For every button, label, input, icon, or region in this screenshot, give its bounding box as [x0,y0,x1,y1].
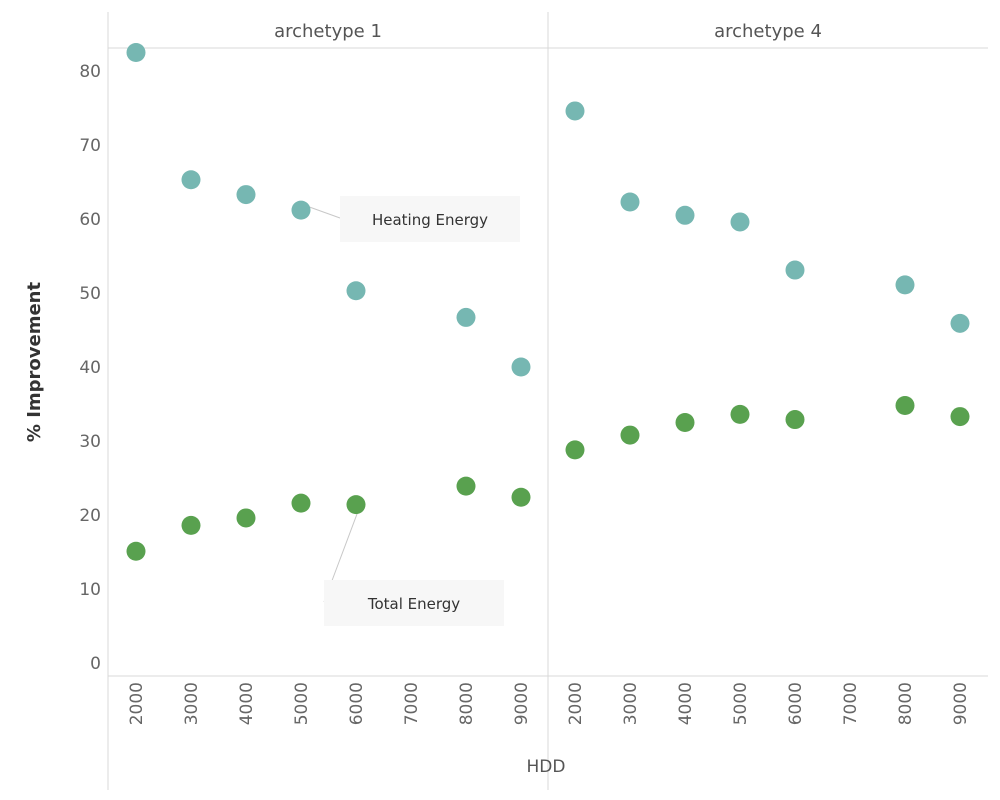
panel-title-archetype-4: archetype 4 [714,21,822,42]
annotation-leader-line [306,205,341,219]
total-energy-point [565,440,585,460]
annotation-box [324,580,504,626]
x-tick-label: 8000 [896,682,916,725]
x-tick-label: 2000 [127,682,147,725]
x-tick-label: 7000 [402,682,422,725]
x-tick-label: 6000 [786,682,806,725]
total-energy-point [511,487,531,507]
total-energy-point [785,410,805,430]
total-energy-point [346,495,366,515]
heating-energy-point [236,185,256,205]
y-tick-label: 0 [90,654,101,674]
heating-energy-point [456,307,476,327]
total-energy-point [456,476,476,496]
heating-energy-point [511,357,531,377]
x-tick-label: 2000 [566,682,586,725]
heating-energy-point [181,170,201,190]
x-tick-label: 7000 [841,682,861,725]
total-energy-point [675,413,695,432]
x-axis-ticks: 2000 3000 4000 5000 6000 7000 8000 9000 2000 3000… [127,682,971,725]
total-energy-point [236,508,256,528]
x-tick-label: 3000 [621,682,641,725]
heating-energy-point [675,205,695,225]
x-tick-label: 9000 [512,682,532,725]
annotations: Heating Energy Total Energy [306,196,520,626]
y-tick-label: 30 [79,432,101,452]
heating-energy-point [346,281,366,301]
y-tick-label: 10 [79,580,101,600]
y-tick-label: 80 [79,62,101,82]
y-tick-label: 50 [79,284,101,304]
total-energy-point [730,404,750,424]
panel-title-archetype-1: archetype 1 [274,21,382,42]
x-tick-label: 5000 [731,682,751,725]
total-energy-point [181,515,201,535]
chart-frame [107,12,988,790]
x-tick-label: 3000 [182,682,202,725]
total-energy-point [126,541,146,561]
y-tick-label: 70 [79,136,101,156]
y-axis-ticks: 0 10 20 30 40 50 60 70 80 [79,62,101,674]
x-axis-title: HDD [527,757,566,777]
y-tick-label: 40 [79,358,101,378]
x-tick-label: 4000 [237,682,257,725]
heating-energy-point [565,101,585,121]
x-tick-label: 8000 [457,682,477,725]
data-points [126,43,970,561]
annotation-label: Heating Energy [372,211,488,229]
heating-energy-point [730,212,750,232]
x-tick-label: 6000 [347,682,367,725]
annotation-box [340,196,520,242]
x-tick-label: 5000 [292,682,312,725]
y-axis-title: % Improvement [24,282,45,443]
total-energy-point [291,493,311,513]
total-energy-point [895,395,915,415]
x-tick-label: 4000 [676,682,696,725]
heating-energy-point [620,192,640,212]
annotation-label: Total Energy [367,595,460,613]
total-energy-point [950,407,970,427]
heating-energy-point [785,260,805,280]
heating-energy-point [895,275,915,295]
heating-energy-point [291,200,311,220]
total-energy-point [620,425,640,445]
x-tick-label: 9000 [951,682,971,725]
heating-energy-point [126,43,146,62]
y-tick-label: 60 [79,210,101,230]
heating-energy-point [950,313,970,333]
y-tick-label: 20 [79,506,101,526]
